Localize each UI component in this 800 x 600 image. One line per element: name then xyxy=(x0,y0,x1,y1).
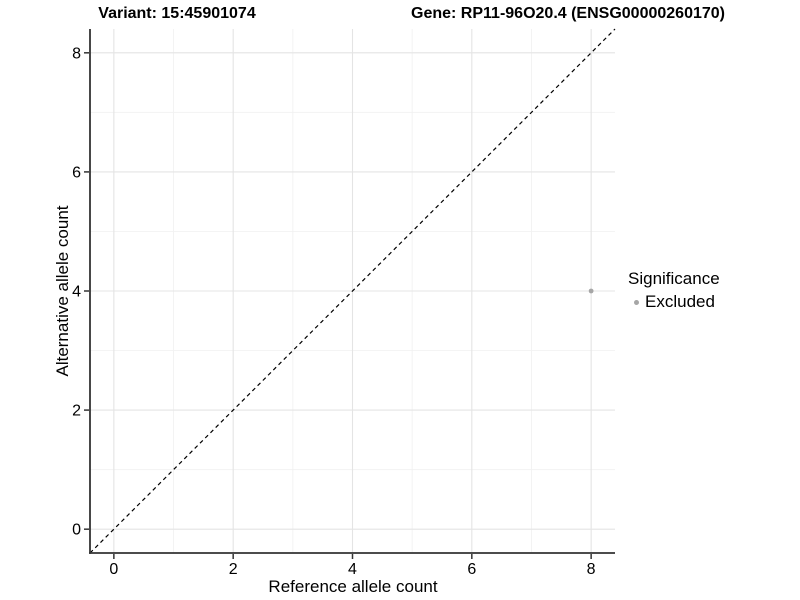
y-tick-label: 8 xyxy=(72,45,81,62)
x-axis-title: Reference allele count xyxy=(268,577,438,596)
identity-line xyxy=(89,28,616,554)
y-tick-label: 0 xyxy=(72,522,81,539)
variant-title: Variant: 15:45901074 xyxy=(98,5,256,22)
y-tick-label: 4 xyxy=(72,284,81,301)
legend: Significance Excluded xyxy=(628,269,720,312)
x-tick-label: 2 xyxy=(229,561,238,578)
data-point xyxy=(588,288,594,294)
legend-entry-excluded: Excluded xyxy=(628,292,720,312)
legend-point-icon xyxy=(634,299,639,305)
x-tick-label: 4 xyxy=(348,561,357,578)
y-tick-label: 2 xyxy=(72,403,81,420)
x-tick-label: 6 xyxy=(467,561,476,578)
axis-lines xyxy=(89,29,615,554)
legend-title: Significance xyxy=(628,269,720,288)
x-tick-label: 0 xyxy=(109,561,118,578)
y-axis-title: Alternative allele count xyxy=(53,205,72,377)
legend-entry-label: Excluded xyxy=(645,292,715,311)
y-tick-label: 6 xyxy=(72,164,81,181)
gene-title: Gene: RP11-96O20.4 (ENSG00000260170) xyxy=(411,5,725,22)
y-axis-ticks: 0 2 4 6 8 xyxy=(72,45,89,539)
series-excluded xyxy=(588,288,594,294)
x-axis-ticks: 0 2 4 6 8 xyxy=(109,554,596,578)
x-tick-label: 8 xyxy=(587,561,596,578)
